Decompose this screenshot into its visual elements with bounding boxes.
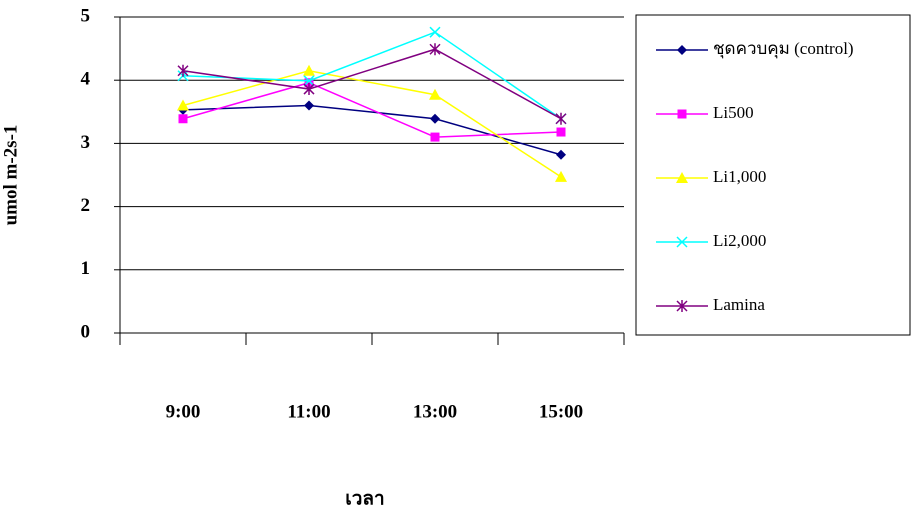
legend-label: Li2,000 [713, 231, 766, 250]
y-tick-label: 2 [81, 195, 91, 216]
marker [557, 128, 566, 137]
marker [179, 114, 188, 123]
x-axis-title: เวลา [345, 488, 384, 509]
legend-label: Li500 [713, 103, 754, 122]
legend-box [636, 15, 910, 335]
marker [556, 113, 566, 125]
y-tick-label: 4 [81, 69, 91, 90]
series-line [183, 32, 561, 119]
legend-label: Li1,000 [713, 167, 766, 186]
x-tick-label: 11:00 [287, 401, 330, 422]
x-tick-label: 15:00 [539, 401, 583, 422]
series-line [183, 83, 561, 137]
series-line [183, 105, 561, 154]
y-tick-label: 0 [81, 321, 91, 342]
y-tick-label: 3 [81, 132, 91, 153]
marker [430, 27, 440, 37]
marker [431, 133, 440, 142]
legend-marker [678, 110, 687, 119]
chart: umol m-2s-1 เวลา 0 1 2 3 4 5 9:00 11:00 13:00 15:… [0, 0, 911, 525]
x-tick-label: 9:00 [166, 401, 201, 422]
legend-label: Lamina [713, 295, 765, 314]
marker [430, 114, 440, 124]
x-tick-label: 13:00 [413, 401, 457, 422]
marker [430, 43, 440, 55]
marker [303, 65, 315, 76]
y-tick-label: 1 [81, 258, 91, 279]
y-axis-title: umol m-2s-1 [0, 125, 21, 226]
marker [555, 171, 567, 182]
marker [304, 100, 314, 110]
marker [556, 150, 566, 160]
legend-label: ชุดควบคุม (control) [713, 39, 854, 59]
y-tick-label: 5 [81, 5, 91, 26]
